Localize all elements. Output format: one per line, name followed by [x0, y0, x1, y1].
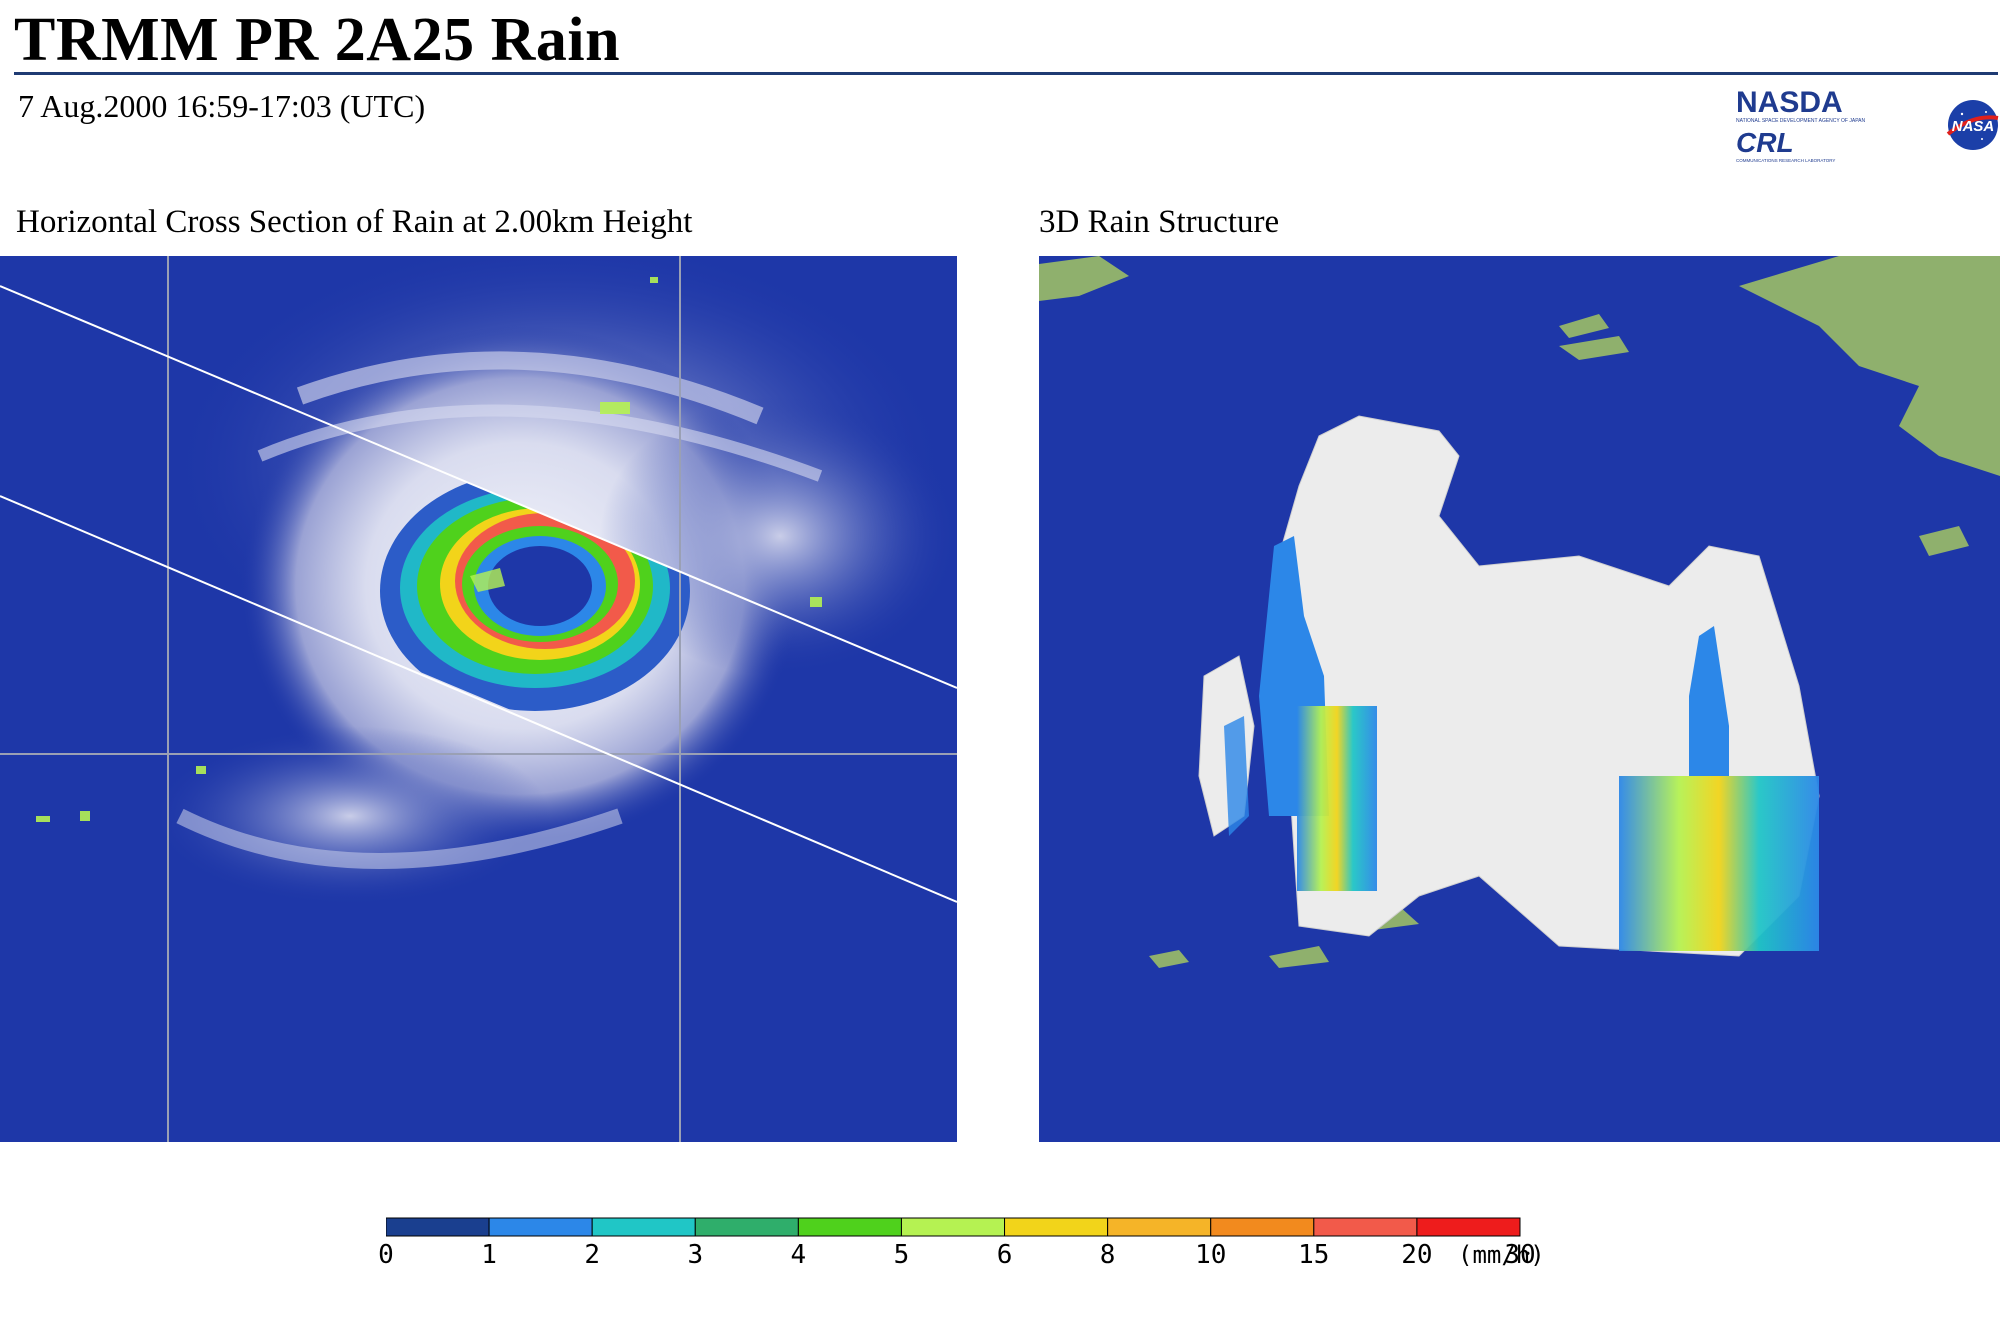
- colorbar-segment: [694, 1217, 799, 1237]
- pr-swath-edges: [0, 285, 957, 903]
- colorbar-tick-label: 4: [790, 1240, 807, 1270]
- colorbar-tick-label: 6: [996, 1240, 1013, 1270]
- lat-lon-grid: [0, 256, 957, 1142]
- scattered-rain-cells: [36, 277, 822, 822]
- land-terrain: [1039, 256, 2000, 968]
- colorbar-tick-label: 1: [481, 1240, 497, 1270]
- colorbar-tick-label: 10: [1195, 1240, 1227, 1270]
- colorbar-tick-label: 30: [1504, 1240, 1536, 1270]
- agency-logos: NASDA NATIONAL SPACE DEVELOPMENT AGENCY …: [1730, 84, 2000, 174]
- nasa-meatball-icon: NASA: [1946, 100, 1999, 150]
- colorbar-segment: [797, 1217, 902, 1237]
- nasda-logo-text: NASDA: [1736, 86, 1843, 119]
- colorbar-tick-label: 8: [1099, 1240, 1116, 1270]
- colorbar-segment: [1210, 1217, 1315, 1237]
- colorbar-segment: [1004, 1217, 1109, 1237]
- colorbar-tick-label: 0: [378, 1240, 394, 1270]
- rain-rate-colorbar: [385, 1216, 1566, 1286]
- colorbar-tick-label: 20: [1401, 1240, 1433, 1270]
- colorbar-segment: [488, 1217, 593, 1237]
- nasda-logo-subtext: NATIONAL SPACE DEVELOPMENT AGENCY OF JAP…: [1736, 118, 1865, 124]
- left-panel-title: Horizontal Cross Section of Rain at 2.00…: [16, 204, 693, 240]
- horizontal-cross-section-map: [0, 256, 957, 1142]
- nasda-crl-nasa-logo: NASDA NATIONAL SPACE DEVELOPMENT AGENCY …: [1736, 86, 1999, 163]
- svg-text:NASA: NASA: [1952, 118, 1995, 135]
- page-title: TRMM PR 2A25 Rain: [14, 6, 621, 74]
- colorbar-segment: [385, 1217, 490, 1237]
- colorbar-tick-label: 2: [584, 1240, 600, 1270]
- pr-rain-field: [380, 471, 690, 711]
- right-panel-title: 3D Rain Structure: [1039, 204, 1280, 240]
- colorbar-segment: [1107, 1217, 1212, 1237]
- crl-logo-text: CRL: [1736, 127, 1794, 158]
- convective-rain-columns: [1224, 536, 1819, 951]
- colorbar-segment: [1313, 1217, 1418, 1237]
- 3d-rain-structure-view: [1039, 256, 2000, 1142]
- colorbar-tick-label: 5: [893, 1240, 910, 1270]
- title-divider: [14, 72, 1998, 75]
- colorbar-segment: [900, 1217, 1006, 1237]
- colorbar-segment: [1416, 1217, 1521, 1237]
- colorbar-tick-label: 15: [1298, 1240, 1330, 1270]
- crl-logo-subtext: COMMUNICATIONS RESEARCH LABORATORY: [1736, 158, 1835, 163]
- colorbar-unit: (mm/h): [1458, 1241, 1545, 1269]
- colorbar-tick-label: 3: [687, 1240, 704, 1270]
- colorbar-segment: [591, 1217, 696, 1237]
- observation-time: 7 Aug.2000 16:59-17:03 (UTC): [18, 88, 426, 124]
